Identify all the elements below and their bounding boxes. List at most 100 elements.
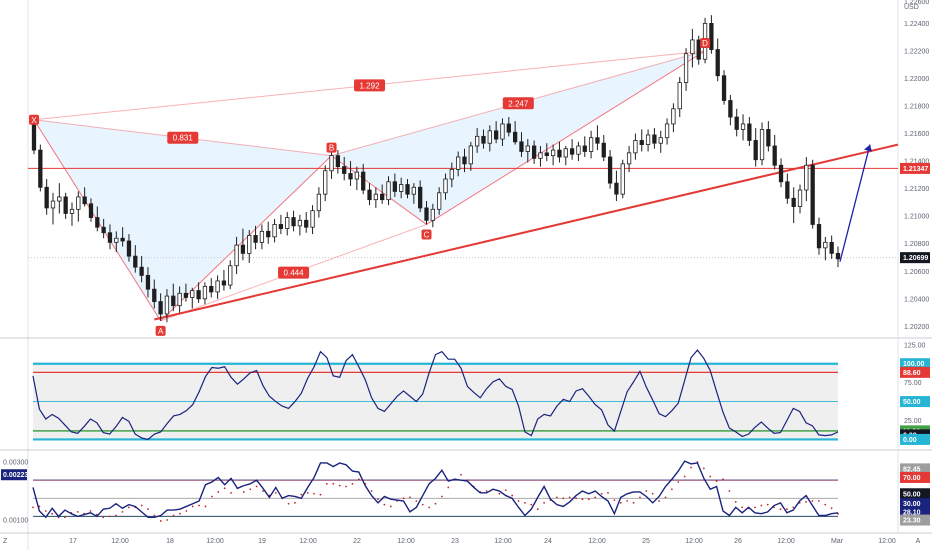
candle-body	[721, 75, 727, 101]
osc2-signal-dot	[670, 488, 673, 491]
osc2-signal-dot	[345, 485, 347, 488]
osc2-signal-dot	[428, 506, 431, 509]
osc2-last-value-box	[1, 469, 27, 481]
candle	[563, 145, 568, 166]
candle-body	[468, 145, 473, 165]
corner-label[interactable]: Z	[3, 538, 8, 545]
candle	[468, 141, 473, 171]
candle	[285, 212, 290, 236]
candle	[626, 145, 632, 173]
candle	[380, 184, 385, 204]
point-label-box	[421, 229, 432, 240]
candle-body	[569, 148, 575, 155]
osc2-tag-box	[900, 463, 930, 475]
candle-body	[272, 224, 277, 238]
osc2-signal-dot	[811, 500, 814, 502]
candle-body	[164, 295, 170, 315]
osc2-signal-dot	[313, 492, 316, 495]
candle-body	[278, 224, 284, 229]
candle	[614, 170, 619, 202]
price-tick-label: 1.22600	[904, 0, 929, 6]
candle	[696, 35, 701, 65]
candle-body	[38, 149, 43, 188]
candle	[196, 282, 201, 303]
candle-body	[772, 145, 777, 166]
osc2-signal-dot	[715, 480, 718, 482]
candle-body	[810, 164, 815, 225]
time-tick-label: 12:00	[588, 538, 606, 545]
candle-body	[588, 137, 594, 152]
osc2-signal-dot	[179, 512, 181, 515]
osc2-signal-dot	[274, 491, 277, 494]
candle-body	[481, 135, 486, 144]
candle-body	[816, 224, 822, 249]
price-tick-label: 1.20800	[904, 241, 929, 248]
osc1-tag-box	[900, 433, 930, 445]
candle	[373, 187, 378, 208]
osc2-signal-dot	[402, 497, 405, 500]
xab-triangle-fill	[34, 119, 332, 321]
candle	[424, 201, 429, 225]
osc2-signal-dot	[728, 490, 731, 492]
candle-body	[576, 145, 581, 155]
candle-body	[196, 290, 201, 300]
time-tick-label: A	[916, 538, 921, 545]
candle-body	[215, 280, 220, 293]
time-tick-label: 12:00	[494, 538, 512, 545]
candle	[823, 236, 828, 261]
candle-body	[797, 189, 803, 207]
time-tick-label: 12:00	[878, 538, 896, 545]
resistance-price-tag-box	[900, 162, 930, 174]
candle-body	[671, 108, 676, 125]
ratio-label: 1.292	[354, 79, 386, 92]
osc1-tag-box	[900, 366, 930, 378]
candle	[177, 286, 182, 313]
candle	[709, 15, 714, 54]
osc1-tick-label: 125.00	[904, 342, 926, 349]
candle	[114, 231, 119, 252]
price-tick-label: 1.20400	[904, 296, 929, 303]
osc2-signal-dot	[89, 510, 92, 512]
candle	[234, 236, 239, 275]
osc2-signal-dot	[287, 502, 290, 505]
osc2-signal-dot	[524, 501, 526, 504]
candle	[88, 198, 94, 222]
osc2-signal-dot	[121, 510, 124, 513]
candle	[652, 128, 657, 149]
candle	[569, 139, 575, 160]
candle	[456, 151, 461, 177]
candle	[715, 38, 720, 82]
candle	[740, 114, 746, 141]
osc1-tag-text: 88.60	[903, 370, 921, 377]
candle-body	[88, 203, 94, 218]
candle	[633, 133, 638, 160]
candle	[582, 136, 587, 157]
price-tick-label: 1.21600	[904, 131, 929, 138]
candle-body	[633, 140, 638, 154]
point-label-box	[155, 325, 166, 336]
candle-body	[259, 230, 265, 243]
candle-body	[221, 280, 227, 286]
candle-body	[107, 232, 113, 243]
osc2-signal-dot	[734, 501, 737, 503]
candle	[95, 206, 100, 232]
point-label-text: D	[702, 39, 708, 48]
candle-body	[475, 135, 480, 147]
oscillator-1-pane[interactable]	[32, 349, 839, 441]
projection-arrow	[839, 144, 871, 262]
osc2-signal-dot	[357, 478, 360, 481]
candle-body	[823, 241, 828, 249]
osc2-signal-dot	[325, 482, 328, 485]
price-tick-label: 1.22200	[904, 48, 929, 55]
oscillator-2-pane[interactable]: 0.00223	[1, 460, 839, 522]
candle	[215, 275, 220, 299]
osc2-signal-dot	[249, 488, 252, 491]
candle	[557, 141, 562, 163]
candle	[152, 279, 157, 309]
candle	[804, 156, 809, 202]
candle-body	[82, 196, 87, 205]
pattern-point-a: A	[155, 325, 166, 336]
candle-body	[829, 241, 834, 254]
